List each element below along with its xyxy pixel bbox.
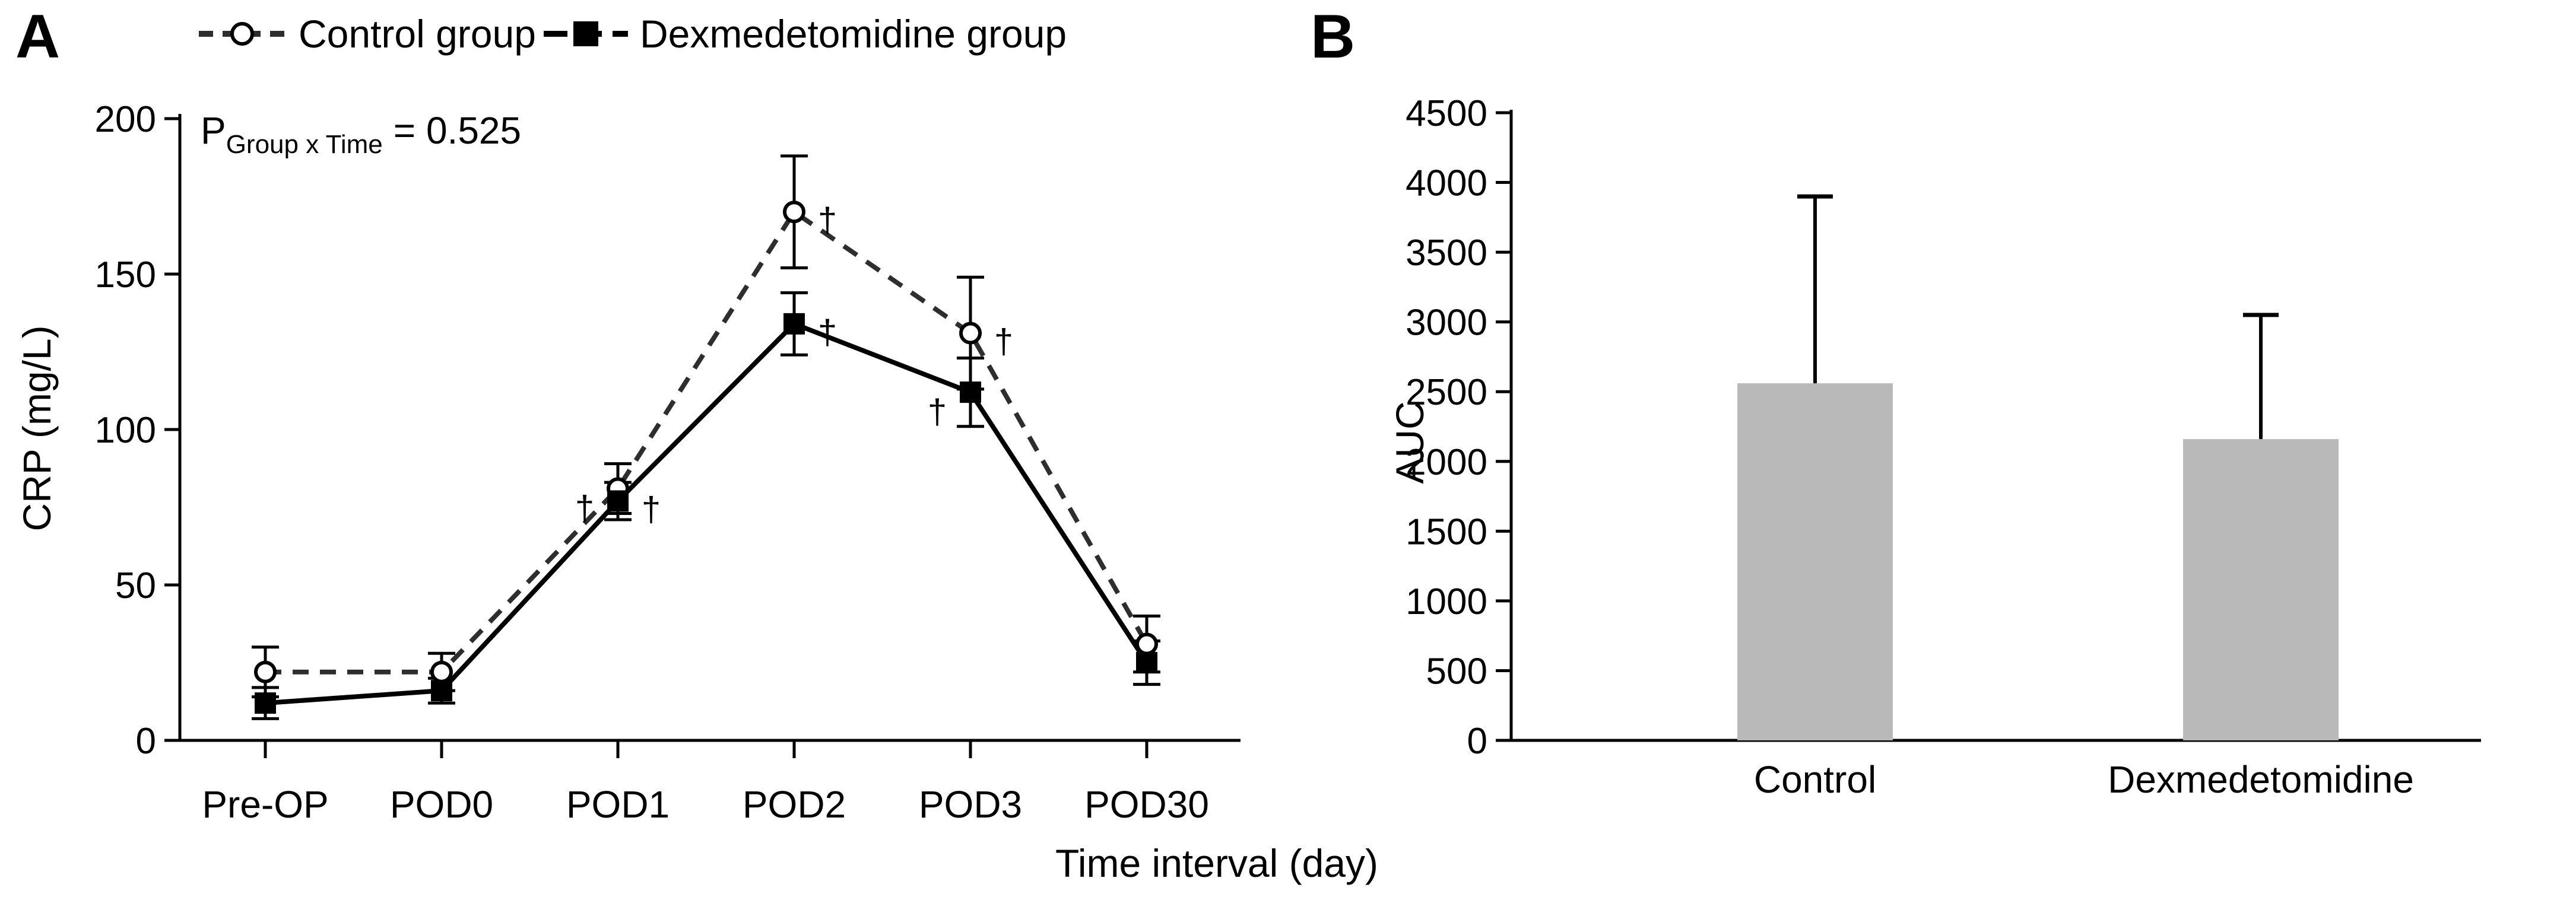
dagger-annotation: † xyxy=(642,491,661,529)
bar-rect xyxy=(2183,439,2339,740)
panel-a-xtick-label: POD3 xyxy=(919,783,1022,826)
bar-control: Control xyxy=(1737,194,1893,801)
panel-a-xtick-label: POD30 xyxy=(1084,783,1209,826)
dagger-annotation: † xyxy=(575,489,594,528)
data-point-filled-square xyxy=(255,692,276,714)
panel-b-ytick-label: 3500 xyxy=(1406,233,1487,273)
panel-b-ytick-label: 2500 xyxy=(1406,372,1487,413)
panel-b-axes: 0 500 1000 1500 2000 2500 3000 3500 4000 4500 xyxy=(1406,93,2481,762)
panel-b-chart: 0 500 1000 1500 2000 2500 3000 3500 4000 4500 AUC C… xyxy=(1388,93,2481,801)
dagger-annotation: † xyxy=(818,201,837,240)
panel-a-ytick-label: 200 xyxy=(95,99,156,140)
panel-b-ytick-label: 2000 xyxy=(1406,442,1487,483)
panel-a-xtick-label: POD2 xyxy=(743,783,846,826)
panel-b-ytick-label: 4000 xyxy=(1406,163,1487,204)
significance-daggers: † † † † † † xyxy=(575,201,1013,529)
panel-a-ytick-label: 150 xyxy=(95,255,156,295)
panel-b-ytick-label: 500 xyxy=(1426,651,1487,692)
dagger-annotation: † xyxy=(928,393,947,431)
panel-b-category-label: Control xyxy=(1754,758,1876,801)
p-value-annotation: PGroup x Time = 0.525 xyxy=(201,109,521,159)
panel-b-label: B xyxy=(1311,2,1356,71)
data-point-open-circle xyxy=(254,660,277,683)
panel-a-xtick-label: POD1 xyxy=(566,783,670,826)
open-circle-icon xyxy=(230,22,254,46)
panel-a-ytick-label: 50 xyxy=(115,565,156,606)
legend-label: Control group xyxy=(299,12,536,56)
bar-dexmedetomidine: Dexmedetomidine xyxy=(2108,313,2414,801)
data-point-filled-square xyxy=(1136,652,1157,673)
data-point-filled-square xyxy=(431,680,452,702)
dagger-annotation: † xyxy=(818,313,837,352)
panel-a-axes: 0 50 100 150 200 Pre-OP POD0 POD1 POD2 POD3 POD30 xyxy=(95,99,1241,826)
data-point-open-circle xyxy=(783,201,805,224)
panel-a-xtick-label: POD0 xyxy=(390,783,493,826)
series-control-group xyxy=(254,201,1158,683)
dagger-annotation: † xyxy=(994,323,1013,361)
filled-square-icon xyxy=(573,21,598,46)
panel-a-label: A xyxy=(15,2,61,71)
data-point-filled-square xyxy=(960,381,981,403)
data-point-open-circle xyxy=(430,660,453,683)
data-point-filled-square xyxy=(607,490,629,512)
panel-b-ytick-label: 1000 xyxy=(1406,581,1487,622)
data-point-open-circle xyxy=(959,322,982,345)
panel-b-ylabel: AUC xyxy=(1388,401,1432,484)
data-point-filled-square xyxy=(783,313,805,335)
legend-item-dexmedetomidine-group: Dexmedetomidine group xyxy=(544,12,1067,56)
panel-b-ytick-label: 3000 xyxy=(1406,303,1487,343)
bar-rect xyxy=(1737,383,1893,740)
panel-a-chart: 0 50 100 150 200 Pre-OP POD0 POD1 POD2 POD3 POD30 C… xyxy=(15,99,1378,885)
panel-a-xtick-label: Pre-OP xyxy=(202,783,328,826)
panel-a-ytick-label: 100 xyxy=(95,410,156,451)
x-axis-title: Time interval (day) xyxy=(1055,841,1378,885)
panel-b-ytick-label: 0 xyxy=(1467,721,1487,762)
legend-label: Dexmedetomidine group xyxy=(640,12,1067,56)
panel-b-ytick-label: 1500 xyxy=(1406,511,1487,552)
panel-b-ytick-label: 4500 xyxy=(1406,93,1487,134)
panel-a-ylabel: CRP (mg/L) xyxy=(15,325,59,531)
chart-legend: Control group Dexmedetomidine group xyxy=(199,12,1067,56)
panel-a-ytick-label: 0 xyxy=(136,721,156,762)
panel-b-category-label: Dexmedetomidine xyxy=(2108,758,2414,801)
panel-a-error-bars xyxy=(252,154,1160,720)
series-dexmedetomidine-group xyxy=(255,313,1157,714)
legend-item-control-group: Control group xyxy=(199,12,536,56)
